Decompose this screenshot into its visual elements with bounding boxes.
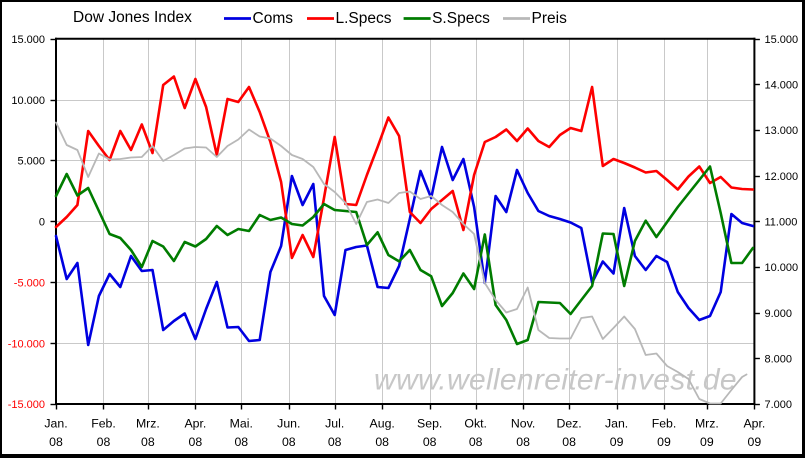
- svg-text:Mrz.: Mrz.: [136, 417, 160, 431]
- svg-text:Okt.: Okt.: [464, 417, 487, 431]
- svg-text:Sep.: Sep.: [417, 417, 442, 431]
- svg-text:9.000: 9.000: [765, 308, 793, 320]
- svg-text:08: 08: [141, 435, 155, 449]
- svg-text:Mai.: Mai.: [230, 417, 253, 431]
- svg-text:08: 08: [562, 435, 576, 449]
- svg-text:08: 08: [282, 435, 296, 449]
- svg-text:12.000: 12.000: [765, 171, 799, 183]
- svg-text:14.000: 14.000: [765, 80, 799, 92]
- svg-text:08: 08: [49, 435, 63, 449]
- svg-text:Dez.: Dez.: [556, 417, 581, 431]
- svg-text:09: 09: [700, 435, 714, 449]
- svg-text:09: 09: [610, 435, 624, 449]
- svg-text:Jan.: Jan.: [44, 417, 67, 431]
- svg-text:Jan.: Jan.: [605, 417, 628, 431]
- svg-text:Preis: Preis: [532, 10, 568, 27]
- svg-text:15.000: 15.000: [11, 34, 45, 46]
- svg-text:08: 08: [375, 435, 389, 449]
- svg-text:15.000: 15.000: [765, 34, 799, 46]
- svg-text:09: 09: [748, 435, 762, 449]
- svg-text:Dow Jones Index: Dow Jones Index: [73, 9, 192, 26]
- svg-text:13.000: 13.000: [765, 125, 799, 137]
- svg-text:11.000: 11.000: [765, 217, 798, 229]
- svg-text:-10.000: -10.000: [8, 338, 45, 350]
- svg-text:Feb.: Feb.: [652, 417, 677, 431]
- svg-text:5.000: 5.000: [17, 156, 45, 168]
- svg-text:Apr.: Apr.: [184, 417, 206, 431]
- svg-text:08: 08: [97, 435, 111, 449]
- svg-text:Jun.: Jun.: [277, 417, 300, 431]
- svg-text:-5.000: -5.000: [14, 277, 45, 289]
- svg-text:10.000: 10.000: [11, 95, 45, 107]
- svg-text:Feb.: Feb.: [91, 417, 116, 431]
- svg-text:09: 09: [657, 435, 671, 449]
- svg-text:S.Specs: S.Specs: [432, 10, 490, 27]
- svg-text:Mrz.: Mrz.: [695, 417, 719, 431]
- svg-text:08: 08: [189, 435, 203, 449]
- svg-text:-15.000: -15.000: [8, 399, 45, 411]
- svg-text:7.000: 7.000: [765, 399, 793, 411]
- svg-text:08: 08: [469, 435, 483, 449]
- svg-text:08: 08: [328, 435, 342, 449]
- svg-text:Jul.: Jul.: [325, 417, 344, 431]
- svg-text:Apr.: Apr.: [743, 417, 765, 431]
- svg-text:08: 08: [234, 435, 248, 449]
- svg-text:8.000: 8.000: [765, 354, 793, 366]
- svg-text:Coms: Coms: [253, 10, 294, 27]
- svg-text:Nov.: Nov.: [511, 417, 535, 431]
- svg-text:0: 0: [39, 217, 45, 229]
- svg-text:L.Specs: L.Specs: [336, 10, 392, 27]
- svg-text:www.wellenreiter-invest.de: www.wellenreiter-invest.de: [374, 364, 737, 397]
- svg-text:08: 08: [423, 435, 437, 449]
- svg-text:10.000: 10.000: [765, 262, 799, 274]
- svg-text:08: 08: [516, 435, 530, 449]
- svg-text:Aug.: Aug.: [370, 417, 395, 431]
